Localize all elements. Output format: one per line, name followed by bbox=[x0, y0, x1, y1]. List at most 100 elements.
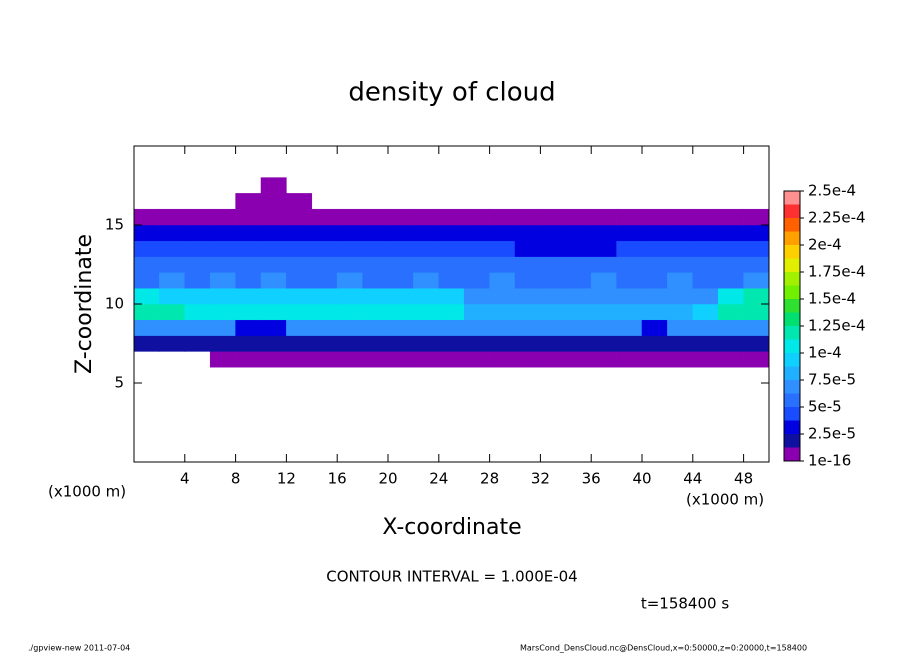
field-cell bbox=[590, 272, 617, 289]
field-cell bbox=[235, 224, 262, 242]
field-cell bbox=[235, 256, 262, 273]
field-cell bbox=[209, 224, 236, 242]
field-cell bbox=[286, 256, 313, 273]
field-cell bbox=[565, 287, 592, 305]
field-cell bbox=[159, 287, 186, 305]
colorbar-label: 1.75e-4 bbox=[808, 263, 866, 281]
field-cell bbox=[362, 303, 389, 321]
field-cell bbox=[311, 272, 338, 289]
field-cell bbox=[362, 287, 389, 305]
field-cell bbox=[159, 240, 186, 257]
field-cell bbox=[514, 224, 541, 242]
field-cell bbox=[565, 272, 592, 289]
field-cell bbox=[667, 303, 694, 321]
field-cell bbox=[692, 319, 719, 336]
field-cell bbox=[260, 335, 287, 352]
field-cell bbox=[159, 208, 186, 226]
field-cell bbox=[616, 303, 643, 321]
field-cell bbox=[692, 287, 719, 305]
field-cell bbox=[413, 351, 440, 368]
field-cell bbox=[590, 287, 617, 305]
field-cell bbox=[235, 240, 262, 257]
field-cell bbox=[336, 287, 363, 305]
colorbar-band bbox=[784, 407, 800, 421]
field-cell bbox=[616, 287, 643, 305]
colorbar-band bbox=[784, 285, 800, 299]
colorbar-label: 2e-4 bbox=[808, 236, 842, 254]
field-cell bbox=[641, 256, 668, 273]
field-cell bbox=[260, 287, 287, 305]
field-cell bbox=[514, 272, 541, 289]
field-cell bbox=[413, 319, 440, 336]
field-cell bbox=[260, 319, 287, 336]
y-tick-label: 15 bbox=[105, 216, 124, 234]
field-cell bbox=[438, 240, 465, 257]
field-cell bbox=[362, 351, 389, 368]
field-cell bbox=[286, 240, 313, 257]
field-cell bbox=[209, 335, 236, 352]
field-cell bbox=[641, 303, 668, 321]
field-cell bbox=[667, 224, 694, 242]
field-cell bbox=[590, 224, 617, 242]
field-cell bbox=[641, 240, 668, 257]
field-cell bbox=[413, 256, 440, 273]
field-cell bbox=[463, 335, 490, 352]
field-cell bbox=[159, 319, 186, 336]
field-cell bbox=[311, 256, 338, 273]
field-cell bbox=[717, 256, 744, 273]
field-cell bbox=[159, 224, 186, 242]
field-cell bbox=[565, 224, 592, 242]
field-cell bbox=[133, 319, 160, 336]
field-cell bbox=[616, 335, 643, 352]
colorbar-band bbox=[784, 218, 800, 232]
field-cell bbox=[260, 193, 287, 210]
field-cell bbox=[413, 208, 440, 226]
field-cell bbox=[692, 224, 719, 242]
field-cell bbox=[159, 335, 186, 352]
field-cell bbox=[641, 224, 668, 242]
field-cell bbox=[540, 351, 567, 368]
colorbar-band bbox=[784, 434, 800, 448]
field-cell bbox=[336, 224, 363, 242]
field-cell bbox=[667, 335, 694, 352]
field-cell bbox=[260, 272, 287, 289]
field-cell bbox=[387, 319, 414, 336]
field-cell bbox=[184, 272, 211, 289]
field-cell bbox=[463, 208, 490, 226]
field-cell bbox=[311, 224, 338, 242]
field-cell bbox=[184, 208, 211, 226]
field-cell bbox=[692, 303, 719, 321]
field-cell bbox=[641, 287, 668, 305]
field-cell bbox=[387, 240, 414, 257]
field-cell bbox=[235, 335, 262, 352]
field-cell bbox=[438, 208, 465, 226]
field-cell bbox=[311, 303, 338, 321]
field-cell bbox=[387, 287, 414, 305]
x-tick-label: 8 bbox=[231, 470, 241, 488]
field-cell bbox=[159, 303, 186, 321]
field-cell bbox=[616, 319, 643, 336]
field-cell bbox=[743, 319, 770, 336]
field-cell bbox=[463, 319, 490, 336]
x-tick-label: 4 bbox=[180, 470, 190, 488]
field-cell bbox=[743, 240, 770, 257]
field-cell bbox=[311, 335, 338, 352]
field-cell bbox=[235, 303, 262, 321]
field-cell bbox=[336, 256, 363, 273]
field-cell bbox=[489, 319, 516, 336]
field-cell bbox=[387, 256, 414, 273]
x-tick-label: 36 bbox=[582, 470, 601, 488]
field-cell bbox=[692, 208, 719, 226]
field-cell bbox=[743, 224, 770, 242]
field-cell bbox=[286, 351, 313, 368]
field-cell bbox=[260, 208, 287, 226]
chart-title: density of cloud bbox=[348, 78, 555, 108]
field-cell bbox=[387, 224, 414, 242]
field-cell bbox=[565, 208, 592, 226]
field-cell bbox=[260, 256, 287, 273]
field-cell bbox=[209, 287, 236, 305]
colorbar-band bbox=[784, 204, 800, 218]
field-cell bbox=[209, 351, 236, 368]
field-cell bbox=[667, 319, 694, 336]
field-cell bbox=[362, 272, 389, 289]
